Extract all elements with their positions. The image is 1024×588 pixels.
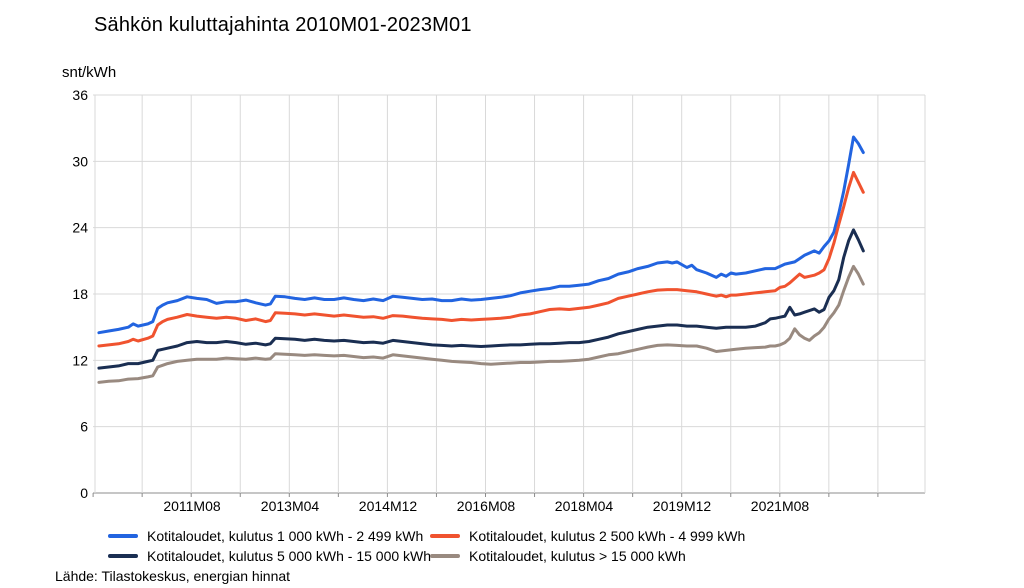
legend-item-consumption-over-15000: Kotitaloudet, kulutus > 15 000 kWh bbox=[430, 548, 686, 564]
legend-item-consumption-5000-15000: Kotitaloudet, kulutus 5 000 kWh - 15 000… bbox=[108, 548, 432, 564]
legend-row: Kotitaloudet, kulutus 5 000 kWh - 15 000… bbox=[108, 546, 745, 566]
legend-item-consumption-2500-4999: Kotitaloudet, kulutus 2 500 kWh - 4 999 … bbox=[430, 528, 745, 544]
legend-item-label: Kotitaloudet, kulutus 1 000 kWh - 2 499 … bbox=[147, 528, 424, 544]
legend-item-label: Kotitaloudet, kulutus 5 000 kWh - 15 000… bbox=[147, 548, 432, 564]
x-tick-label: 2014M12 bbox=[359, 498, 418, 514]
y-tick-label: 6 bbox=[80, 419, 88, 435]
y-tick-label: 12 bbox=[72, 352, 88, 368]
y-tick-label: 18 bbox=[72, 286, 88, 302]
x-tick-label: 2018M04 bbox=[555, 498, 614, 514]
y-axis-unit-label: snt/kWh bbox=[62, 64, 117, 81]
x-tick-label: 2011M08 bbox=[163, 498, 221, 514]
legend-swatch-icon bbox=[108, 534, 138, 538]
legend-item-label: Kotitaloudet, kulutus > 15 000 kWh bbox=[469, 548, 686, 564]
y-tick-label: 24 bbox=[72, 220, 88, 236]
x-tick-label: 2019M12 bbox=[653, 498, 712, 514]
chart-legend: Kotitaloudet, kulutus 1 000 kWh - 2 499 … bbox=[108, 526, 745, 566]
y-tick-label: 30 bbox=[72, 153, 88, 169]
legend-swatch-icon bbox=[430, 554, 460, 558]
source-note: Lähde: Tilastokeskus, energian hinnat bbox=[55, 568, 291, 584]
x-tick-label: 2016M08 bbox=[457, 498, 516, 514]
legend-row: Kotitaloudet, kulutus 1 000 kWh - 2 499 … bbox=[108, 526, 745, 546]
chart-title: Sähkön kuluttajahinta 2010M01-2023M01 bbox=[94, 14, 472, 36]
legend-swatch-icon bbox=[108, 554, 138, 558]
legend-swatch-icon bbox=[430, 534, 460, 538]
y-tick-label: 36 bbox=[72, 87, 88, 103]
series-line-0 bbox=[97, 135, 865, 335]
x-tick-label: 2021M08 bbox=[751, 498, 810, 514]
y-tick-label: 0 bbox=[80, 485, 88, 501]
x-tick-label: 2013M04 bbox=[261, 498, 320, 514]
legend-item-label: Kotitaloudet, kulutus 2 500 kWh - 4 999 … bbox=[469, 528, 746, 544]
legend-item-consumption-1000-2499: Kotitaloudet, kulutus 1 000 kWh - 2 499 … bbox=[108, 528, 430, 544]
series-line-2 bbox=[97, 228, 865, 370]
series-line-1 bbox=[97, 170, 865, 348]
series-line-3 bbox=[97, 264, 865, 384]
